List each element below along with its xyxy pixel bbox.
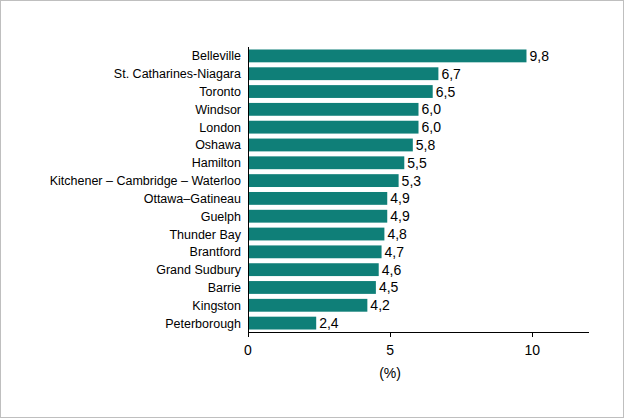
category-label: Kingston (192, 299, 241, 313)
category-label: Toronto (199, 85, 241, 99)
bar (248, 139, 413, 152)
x-axis-line (248, 332, 589, 333)
data-label: 6,5 (436, 84, 456, 100)
x-tick-label: 0 (244, 342, 252, 358)
bar (248, 174, 399, 187)
bar (248, 103, 419, 116)
data-label: 4,8 (387, 226, 407, 242)
data-label: 4,6 (382, 262, 402, 278)
category-label: Kitchener – Cambridge – Waterloo (50, 174, 241, 188)
data-label: 6,0 (422, 101, 442, 117)
data-label: 5,8 (416, 137, 436, 153)
bar (248, 317, 316, 330)
x-tick (248, 332, 249, 337)
category-label: Belleville (192, 49, 241, 63)
bar (248, 281, 376, 294)
bar (248, 263, 379, 276)
chart-frame (1, 1, 624, 418)
category-label: Thunder Bay (169, 228, 241, 242)
bar (248, 299, 367, 312)
chart-container: 0 5 10 Belleville St. Catharines-Niagara Toro… (0, 0, 624, 418)
data-label: 4,5 (379, 279, 399, 295)
y-axis-line (248, 47, 249, 332)
x-tick (532, 332, 533, 337)
category-label: Oshawa (195, 138, 241, 152)
bar (248, 210, 387, 223)
bar (248, 245, 382, 258)
bar (248, 192, 387, 205)
category-label: Hamilton (192, 156, 241, 170)
category-label: Brantford (190, 245, 241, 259)
data-label: 6,0 (422, 119, 442, 135)
bar (248, 121, 419, 134)
data-label: 2,4 (319, 315, 339, 331)
data-label: 4,7 (385, 244, 405, 260)
x-axis-label: (%) (379, 365, 401, 381)
data-label: 4,9 (390, 208, 410, 224)
data-label: 4,9 (390, 190, 410, 206)
chart-svg: 0 5 10 Belleville St. Catharines-Niagara Toro… (0, 0, 624, 418)
bar (248, 49, 526, 62)
bar (248, 228, 384, 241)
category-label: London (199, 121, 241, 135)
category-label: Windsor (195, 103, 241, 117)
category-label: Barrie (208, 281, 241, 295)
bar (248, 85, 433, 98)
category-label: Grand Sudbury (156, 263, 242, 277)
category-label: Guelph (201, 210, 241, 224)
data-label: 4,2 (370, 297, 390, 313)
category-label: Ottawa–Gatineau (144, 192, 241, 206)
category-label: St. Catharines-Niagara (114, 67, 241, 81)
data-label: 6,7 (441, 66, 461, 82)
data-label: 5,3 (402, 173, 422, 189)
bars (248, 49, 526, 329)
bar (248, 156, 404, 169)
x-tick-label: 10 (524, 342, 540, 358)
data-label: 9,8 (529, 48, 549, 64)
x-tick (390, 332, 391, 337)
x-tick-label: 5 (386, 342, 394, 358)
bar (248, 67, 438, 80)
data-label: 5,5 (407, 155, 427, 171)
category-label: Peterborough (165, 317, 241, 331)
